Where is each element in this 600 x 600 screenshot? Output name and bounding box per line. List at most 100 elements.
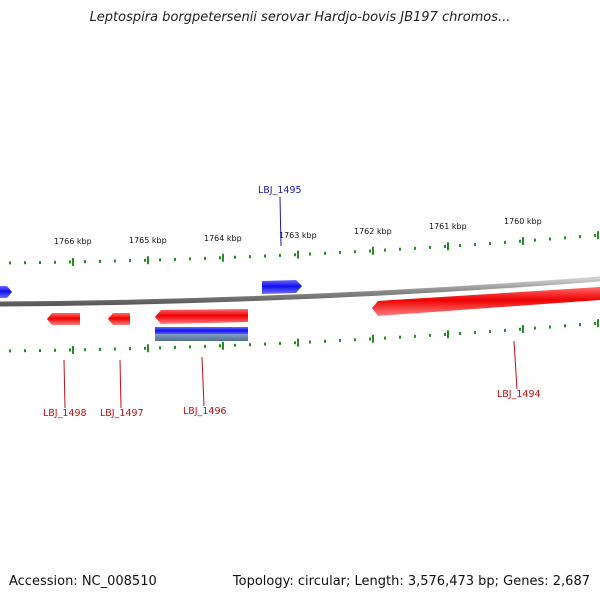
upper-track-minor-tick [429,245,431,249]
lower-track-minor-tick [189,345,191,349]
upper-track-minor-tick [264,254,266,258]
lower-track-minor-tick [69,348,71,352]
lower-track-minor-tick [204,344,206,348]
gene-label-LBJ_1494[interactable]: LBJ_1494 [497,389,541,400]
upper-track-minor-tick [84,260,86,264]
upper-track-minor-tick [564,236,566,240]
tick-label-1765: 1765 kbp [129,236,167,245]
upper-track-minor-tick [129,259,131,263]
upper-track-minor-tick [279,253,281,257]
lower-track-minor-tick [144,346,146,350]
lower-track-minor-tick [474,330,476,334]
upper-track-minor-tick [324,251,326,255]
tick-label-1761: 1761 kbp [429,222,467,231]
gene-forward-left-edge[interactable] [0,286,12,298]
upper-track-minor-tick [489,241,491,245]
lower-track-minor-tick [564,324,566,328]
tick-label-1762: 1762 kbp [354,227,392,236]
tick-label-1760: 1760 kbp [504,217,542,226]
leader-LBJ_1498 [63,359,66,409]
gene-LBJ_1497[interactable] [108,313,130,325]
lower-track-minor-tick [549,325,551,329]
lower-track-major-tick [222,341,224,350]
lower-track-minor-tick [264,342,266,346]
upper-track-major-tick [522,237,524,246]
tick-label-1764: 1764 kbp [204,234,242,243]
upper-track-minor-tick [24,261,26,265]
upper-track-minor-tick [114,259,116,263]
lower-track-minor-tick [54,348,56,352]
gene-label-LBJ_1496[interactable]: LBJ_1496 [183,406,227,417]
lower-track-minor-tick [504,328,506,332]
upper-track-minor-tick [39,261,41,265]
upper-track-minor-tick [549,237,551,241]
upper-track-minor-tick [474,242,476,246]
upper-track-major-tick [447,242,449,251]
lower-track-major-tick [72,345,74,354]
gene-label-LBJ_1497[interactable]: LBJ_1497 [100,408,144,419]
upper-track-minor-tick [309,252,311,256]
lower-track-minor-tick [129,347,131,351]
gene-LBJ_1494[interactable] [372,287,600,316]
accession-label: Accession: NC_008510 [9,574,157,589]
upper-track-minor-tick [99,259,101,263]
upper-track-minor-tick [144,258,146,262]
upper-tick-track [9,231,599,266]
upper-track-minor-tick [444,244,446,248]
lower-track-minor-tick [39,349,41,353]
upper-track-minor-tick [204,256,206,260]
lower-track-minor-tick [369,337,371,341]
upper-track-major-tick [597,231,599,240]
lower-track-minor-tick [519,327,521,331]
gene-label-LBJ_1498[interactable]: LBJ_1498 [43,408,87,419]
lower-track-minor-tick [489,329,491,333]
gene-LBJ_1496-shadow-band [155,334,248,341]
upper-track-major-tick [147,256,149,265]
lower-track-minor-tick [339,339,341,343]
upper-track-minor-tick [354,250,356,254]
upper-track-minor-tick [54,260,56,264]
lower-track-major-tick [297,338,299,347]
upper-track-minor-tick [579,235,581,239]
lower-track-major-tick [147,344,149,353]
topology-summary: Topology: circular; Length: 3,576,473 bp… [232,574,590,589]
leader-LBJ_1496 [201,356,205,407]
upper-track-minor-tick [9,261,11,265]
upper-track-minor-tick [519,239,521,243]
lower-track-minor-tick [594,321,596,325]
gene-LBJ_1496[interactable] [155,309,248,324]
upper-track-minor-tick [459,243,461,247]
upper-track-minor-tick [159,258,161,262]
lower-track-minor-tick [354,338,356,342]
leader-LBJ_1497 [119,359,122,409]
lower-track-minor-tick [294,341,296,345]
upper-track-major-tick [72,257,74,266]
lower-track-minor-tick [84,348,86,352]
upper-track-major-tick [297,250,299,259]
lower-track-minor-tick [534,326,536,330]
lower-track-minor-tick [114,347,116,351]
upper-track-minor-tick [69,260,71,264]
lower-track-minor-tick [429,333,431,337]
upper-track-major-tick [372,246,374,255]
gene-LBJ_1496-forward-overlap[interactable] [155,327,248,335]
tick-label-1763: 1763 kbp [279,231,317,240]
upper-track-minor-tick [594,233,596,237]
leader-LBJ_1495 [279,196,282,247]
lower-track-minor-tick [459,331,461,335]
gene-LBJ_1495[interactable] [262,280,302,294]
lower-track-minor-tick [24,349,26,353]
gene-label-LBJ_1495[interactable]: LBJ_1495 [258,185,302,196]
lower-track-minor-tick [249,343,251,347]
upper-track-minor-tick [534,238,536,242]
lower-track-minor-tick [279,341,281,345]
lower-track-minor-tick [174,345,176,349]
gene-LBJ_1498[interactable] [47,313,80,325]
lower-track-major-tick [372,334,374,343]
upper-track-minor-tick [414,246,416,250]
upper-track-minor-tick [399,247,401,251]
lower-track-minor-tick [159,346,161,350]
lower-tick-track [9,319,599,354]
